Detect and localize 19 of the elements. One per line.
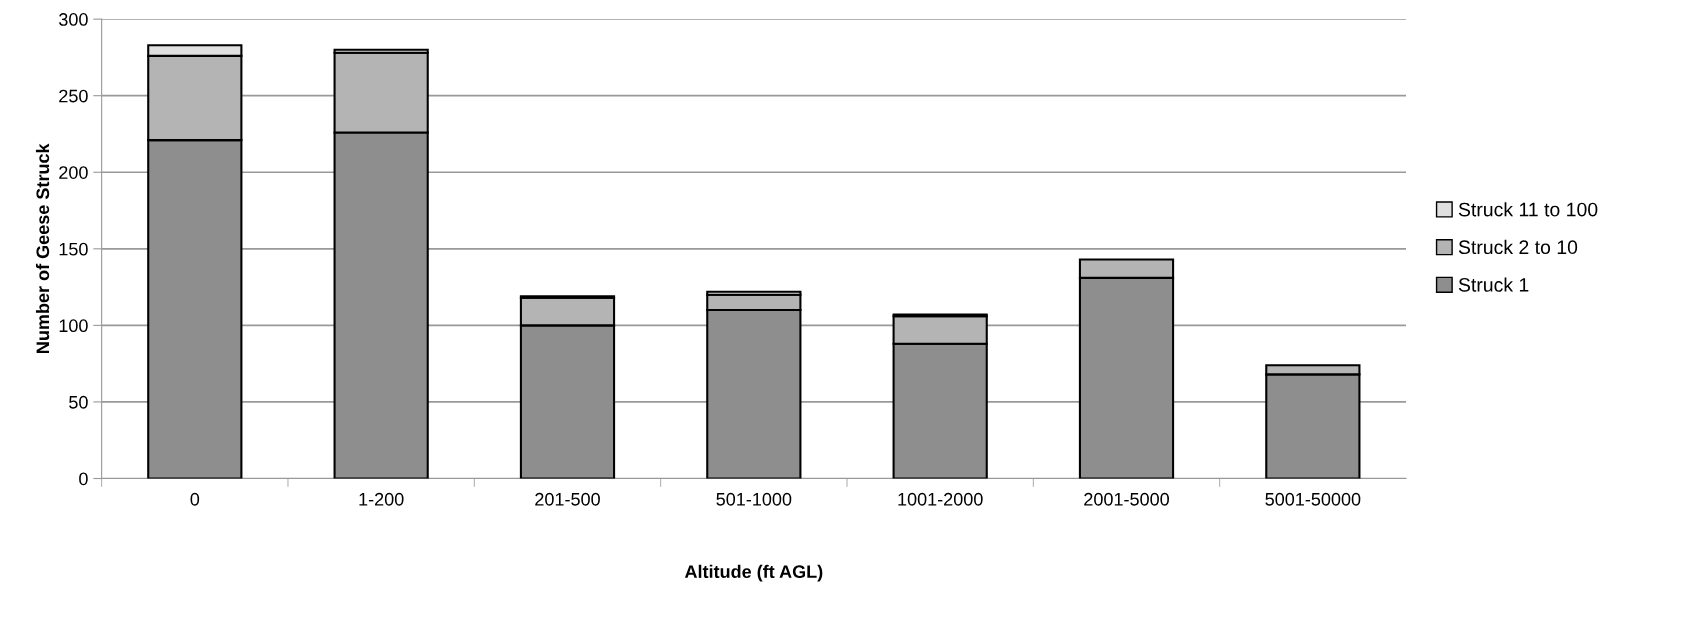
legend-label: Struck 11 to 100 — [1458, 202, 1598, 217]
x-tick-label: 1001-2000 — [898, 492, 983, 506]
y-tick-label: 100 — [59, 319, 88, 333]
x-tick-label: 5001-50000 — [1265, 492, 1361, 506]
y-tick-label: 50 — [69, 395, 88, 409]
x-tick-label: 0 — [190, 492, 200, 506]
x-tick-label: 1-200 — [359, 492, 404, 506]
y-tick-label: 300 — [59, 13, 88, 26]
x-tick-label: 2001-5000 — [1084, 492, 1169, 506]
x-tick-label: 501-1000 — [716, 492, 792, 506]
y-axis-title: Number of Geese Struck — [35, 143, 50, 353]
y-tick-label: 200 — [59, 166, 88, 179]
x-tick-label: 201-500 — [535, 492, 600, 506]
x-axis-title: Altitude (ft AGL) — [684, 564, 823, 582]
y-tick-label: 150 — [59, 242, 88, 256]
legend-label: Struck 2 to 10 — [1458, 239, 1578, 255]
legend-label: Struck 1 — [1458, 277, 1529, 292]
y-tick-label: 0 — [79, 472, 88, 486]
y-tick-label: 250 — [59, 89, 88, 103]
